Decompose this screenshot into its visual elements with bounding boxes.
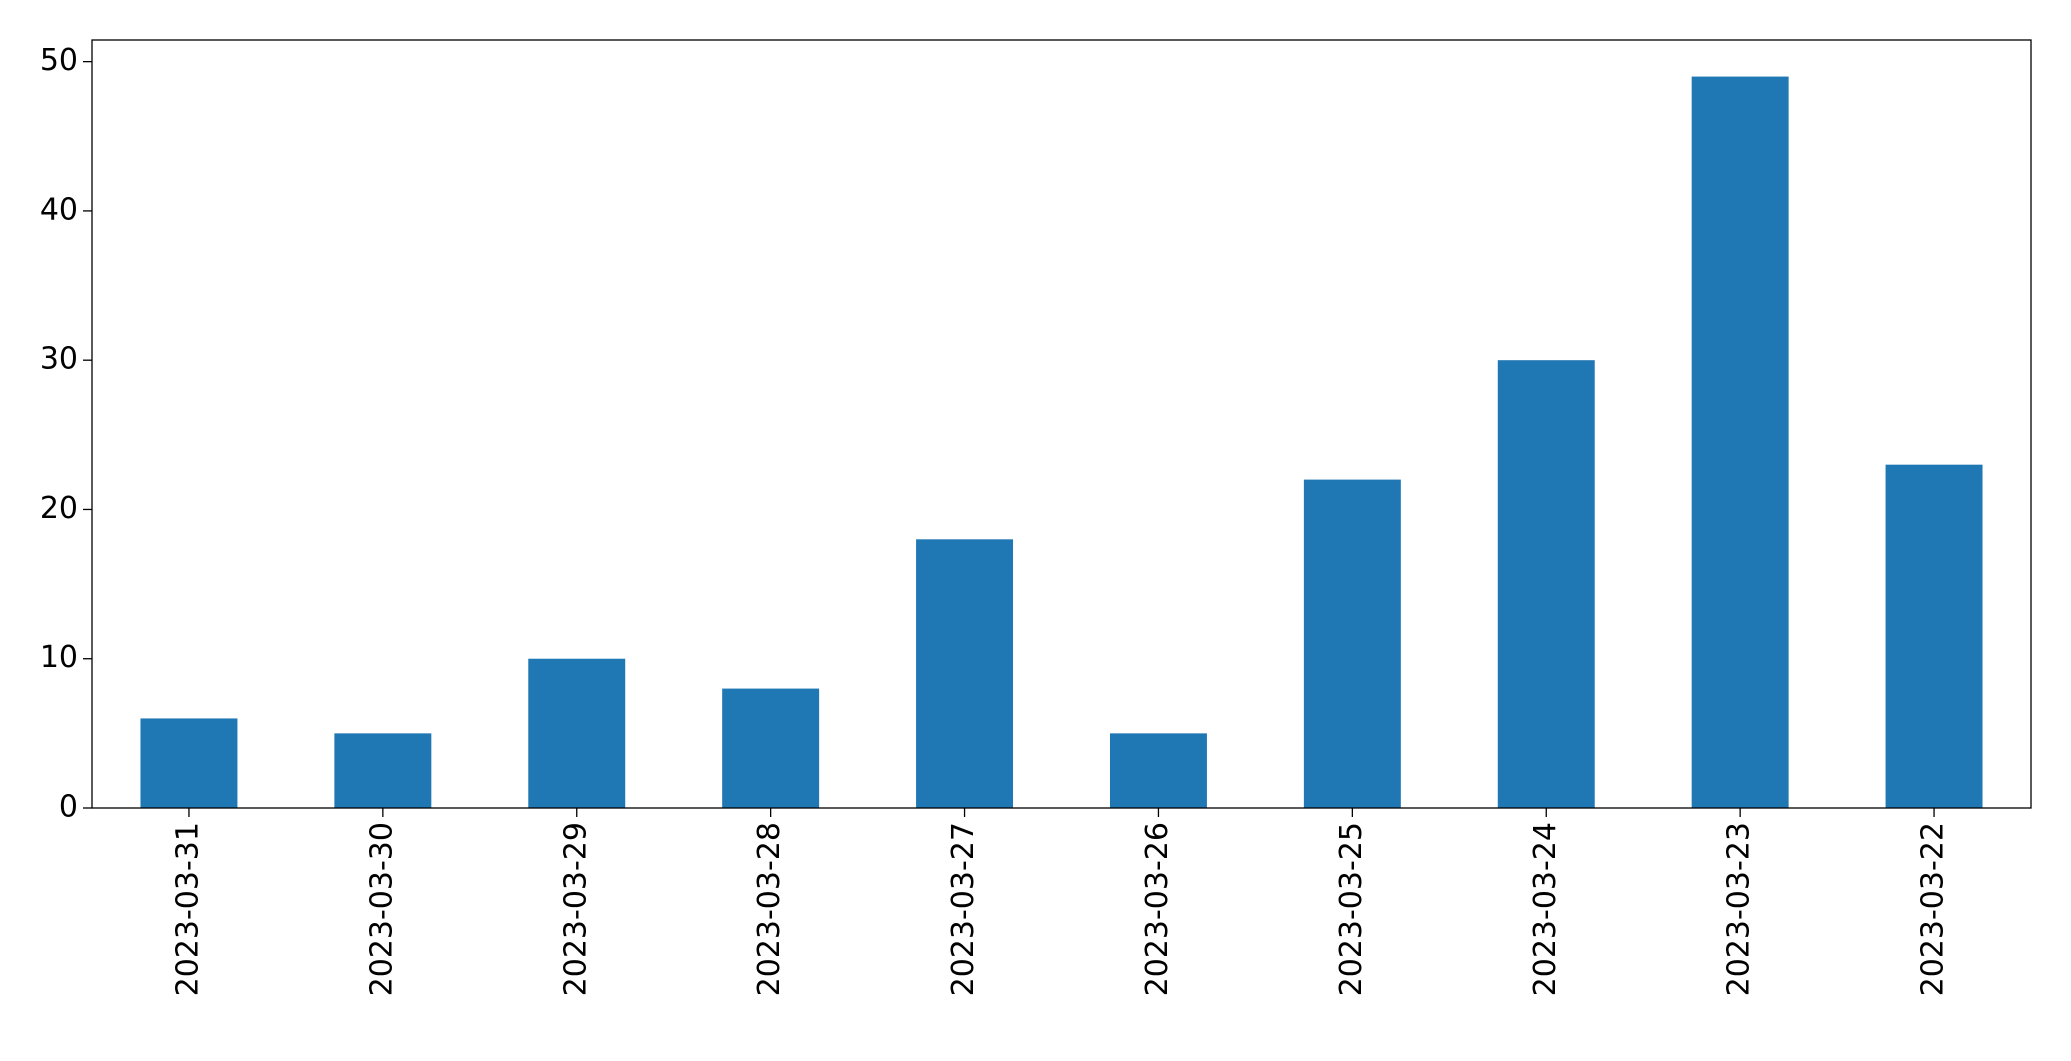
x-tick-label: 2023-03-26 bbox=[1140, 822, 1175, 996]
bar bbox=[1497, 360, 1595, 808]
x-tick-label: 2023-03-24 bbox=[1528, 822, 1563, 996]
x-tick-label: 2023-03-22 bbox=[1916, 822, 1951, 996]
x-tick-label: 2023-03-27 bbox=[946, 822, 981, 996]
y-tick-label: 0 bbox=[59, 790, 78, 825]
bar bbox=[916, 539, 1014, 808]
x-tick-label: 2023-03-25 bbox=[1334, 822, 1369, 996]
y-tick-label: 40 bbox=[40, 192, 78, 227]
bar bbox=[1109, 733, 1207, 808]
y-tick-label: 20 bbox=[40, 491, 78, 526]
bar bbox=[1303, 479, 1401, 808]
plot-frame bbox=[91, 39, 2032, 809]
bar bbox=[1885, 464, 1983, 808]
x-tick-label: 2023-03-23 bbox=[1722, 822, 1757, 996]
x-tick-label: 2023-03-28 bbox=[752, 822, 787, 996]
y-tick-label: 30 bbox=[40, 342, 78, 377]
bar bbox=[140, 718, 238, 808]
y-tick-label: 10 bbox=[40, 640, 78, 675]
x-tick-label: 2023-03-31 bbox=[170, 822, 205, 996]
y-tick-label: 50 bbox=[40, 43, 78, 78]
bar bbox=[334, 733, 432, 808]
bar bbox=[528, 658, 626, 808]
bar bbox=[722, 688, 820, 808]
bar bbox=[1691, 76, 1789, 809]
x-tick-label: 2023-03-29 bbox=[558, 822, 593, 996]
x-tick-label: 2023-03-30 bbox=[364, 822, 399, 996]
